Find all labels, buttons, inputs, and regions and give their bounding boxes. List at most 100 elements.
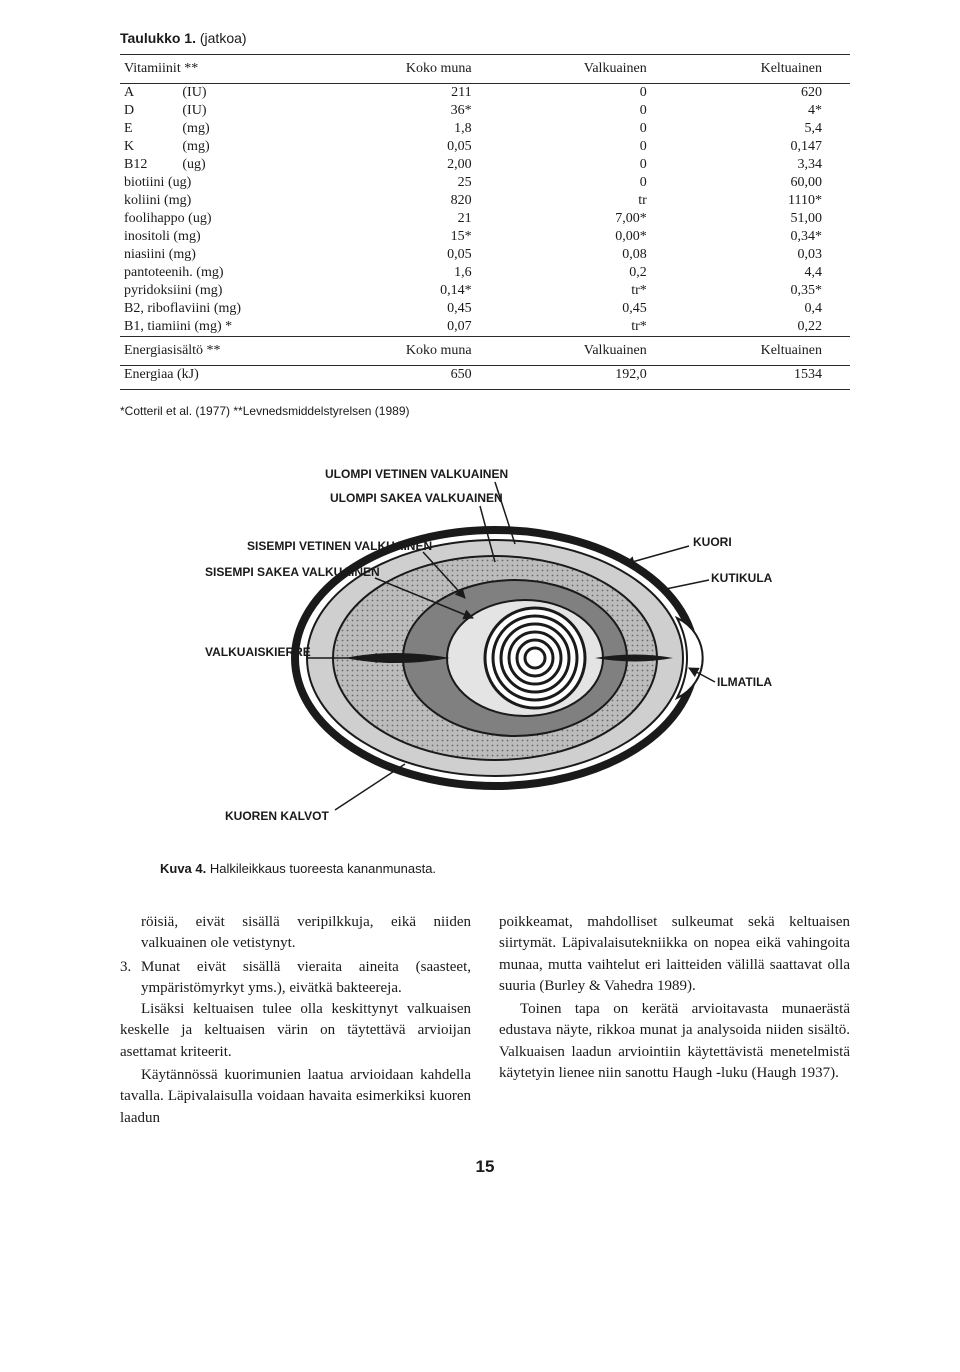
figure-wrap: ULOMPI VETINEN VALKUAINEN ULOMPI SAKEA V… (120, 458, 850, 876)
label: SISEMPI VETINEN VALKUAINEN (247, 539, 432, 553)
leader (625, 546, 689, 564)
th: Vitamiinit ** (120, 55, 339, 84)
table-row: A(IU)2110620 (120, 84, 850, 103)
td: 0,07 (339, 318, 500, 337)
right-column: poikkeamat, mahdolliset sulkeumat sekä k… (499, 912, 850, 1131)
label: KUTIKULA (711, 571, 773, 585)
table-title: Taulukko 1. (jatkoa) (120, 30, 850, 46)
td: pantoteenih. (mg) (120, 264, 339, 282)
td: 0,22 (675, 318, 850, 337)
paragraph: poikkeamat, mahdolliset sulkeumat sekä k… (499, 912, 850, 997)
label: KUOREN KALVOT (225, 809, 329, 823)
td: 4,4 (675, 264, 850, 282)
td: 0 (500, 156, 675, 174)
td: tr* (500, 318, 675, 337)
fig-caption-bold: Kuva 4. (160, 861, 206, 876)
td: 0,34* (675, 228, 850, 246)
th: Energiasisältö ** (120, 337, 339, 366)
label: ULOMPI SAKEA VALKUAINEN (330, 491, 503, 505)
label: VALKUAISKIERRE (205, 645, 311, 659)
table-footnote: *Cotteril et al. (1977) **Levnedsmiddels… (120, 404, 850, 418)
label: ILMATILA (717, 675, 772, 689)
td: A (120, 84, 178, 103)
paragraph: Lisäksi keltuaisen tulee olla keskittyny… (120, 999, 471, 1063)
td: koliini (mg) (120, 192, 339, 210)
td: 620 (675, 84, 850, 103)
td: 0,35* (675, 282, 850, 300)
td: 0,2 (500, 264, 675, 282)
td: 15* (339, 228, 500, 246)
table-row: B12(ug)2,0003,34 (120, 156, 850, 174)
body-columns: röisiä, eivät sisällä veripilkkuja, eikä… (120, 912, 850, 1131)
th: Valkuainen (500, 55, 675, 84)
td: B2, riboflaviini (mg) (120, 300, 339, 318)
td: (mg) (178, 138, 339, 156)
td: 0,14* (339, 282, 500, 300)
td: 60,00 (675, 174, 850, 192)
table-row: D(IU)36*04* (120, 102, 850, 120)
label: SISEMPI SAKEA VALKUAINEN (205, 565, 380, 579)
figure-caption: Kuva 4. Halkileikkaus tuoreesta kananmun… (160, 861, 850, 876)
table-row: E(mg)1,805,4 (120, 120, 850, 138)
td: (IU) (178, 102, 339, 120)
table-row: pyridoksiini (mg)0,14*tr*0,35* (120, 282, 850, 300)
paragraph: Käytännössä kuorimunien laatua arvioidaa… (120, 1065, 471, 1129)
td: 211 (339, 84, 500, 103)
td: Energiaa (kJ) (120, 366, 339, 390)
td: (ug) (178, 156, 339, 174)
left-column: röisiä, eivät sisällä veripilkkuja, eikä… (120, 912, 471, 1131)
td: 0 (500, 174, 675, 192)
td: niasiini (mg) (120, 246, 339, 264)
table-row: B1, tiamiini (mg) *0,07tr*0,22 (120, 318, 850, 337)
td: inositoli (mg) (120, 228, 339, 246)
td: 0 (500, 102, 675, 120)
paragraph: röisiä, eivät sisällä veripilkkuja, eikä… (120, 912, 471, 955)
td: E (120, 120, 178, 138)
td: 21 (339, 210, 500, 228)
td: (IU) (178, 84, 339, 103)
td: 5,4 (675, 120, 850, 138)
td: tr* (500, 282, 675, 300)
table-title-bold: Taulukko 1. (120, 30, 196, 46)
td: 36* (339, 102, 500, 120)
td: 7,00* (500, 210, 675, 228)
fig-caption-rest: Halkileikkaus tuoreesta kananmunasta. (206, 861, 436, 876)
th: Keltuainen (675, 337, 850, 366)
egg-diagram: ULOMPI VETINEN VALKUAINEN ULOMPI SAKEA V… (195, 458, 775, 838)
list-item: 3. Munat eivät sisällä vieraita aineita … (120, 957, 471, 1000)
th: Koko muna (339, 337, 500, 366)
td: 0 (500, 120, 675, 138)
table-row: B2, riboflaviini (mg)0,450,450,4 (120, 300, 850, 318)
td: 1110* (675, 192, 850, 210)
table-header-row: Vitamiinit ** Koko muna Valkuainen Keltu… (120, 55, 850, 84)
td: biotiini (ug) (120, 174, 339, 192)
td: (mg) (178, 120, 339, 138)
td: 820 (339, 192, 500, 210)
td: 0,08 (500, 246, 675, 264)
td: 0,05 (339, 138, 500, 156)
td: 0,03 (675, 246, 850, 264)
td: B12 (120, 156, 178, 174)
th: Koko muna (339, 55, 500, 84)
td: 0,45 (500, 300, 675, 318)
table-row: niasiini (mg)0,050,080,03 (120, 246, 850, 264)
td: 1,6 (339, 264, 500, 282)
td: 4* (675, 102, 850, 120)
energy-row: Energiaa (kJ) 650 192,0 1534 (120, 366, 850, 390)
table-row: pantoteenih. (mg)1,60,24,4 (120, 264, 850, 282)
td: 0,4 (675, 300, 850, 318)
td: 2,00 (339, 156, 500, 174)
td: 0,45 (339, 300, 500, 318)
list-text: Munat eivät sisällä vieraita aineita (sa… (141, 957, 471, 1000)
page: Taulukko 1. (jatkoa) Vitamiinit ** Koko … (0, 0, 960, 1207)
table-subheader-row: Energiasisältö ** Koko muna Valkuainen K… (120, 337, 850, 366)
th: Valkuainen (500, 337, 675, 366)
td: tr (500, 192, 675, 210)
label: ULOMPI VETINEN VALKUAINEN (325, 467, 508, 481)
td: 51,00 (675, 210, 850, 228)
td: 0 (500, 84, 675, 103)
table-title-rest: (jatkoa) (196, 30, 247, 46)
td: 0,00* (500, 228, 675, 246)
list-num: 3. (120, 957, 141, 1000)
table-row: foolihappo (ug)217,00*51,00 (120, 210, 850, 228)
